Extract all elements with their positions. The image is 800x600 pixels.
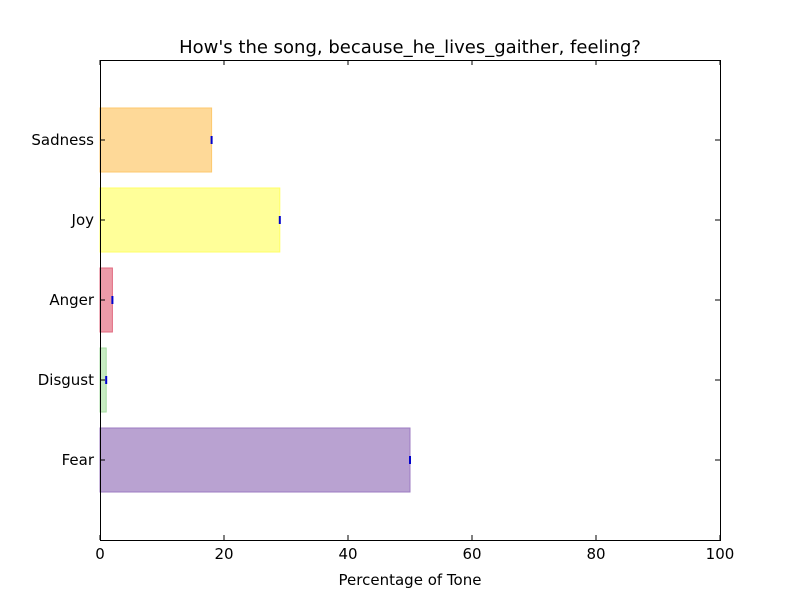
chart-title: How's the song, because_he_lives_gaither… (179, 37, 641, 58)
x-tick-label-40: 40 (338, 545, 357, 563)
y-tick-label-joy: Joy (71, 211, 95, 229)
y-tick-label-fear: Fear (62, 451, 95, 469)
y-tick-label-sadness: Sadness (31, 131, 94, 149)
y-tick-label-disgust: Disgust (38, 371, 94, 389)
x-tick-label-80: 80 (586, 545, 605, 563)
x-tick-label-0: 0 (95, 545, 105, 563)
plot-frame (100, 60, 721, 541)
bar-fear (99, 427, 411, 493)
x-tick-label-20: 20 (214, 545, 233, 563)
bar-sadness (99, 107, 213, 173)
bars-group (99, 107, 411, 493)
x-axis-label: Percentage of Tone (339, 571, 482, 589)
x-tick-label-100: 100 (706, 545, 735, 563)
x-tick-label-60: 60 (462, 545, 481, 563)
bar-joy (99, 187, 281, 253)
y-tick-label-anger: Anger (49, 291, 95, 309)
